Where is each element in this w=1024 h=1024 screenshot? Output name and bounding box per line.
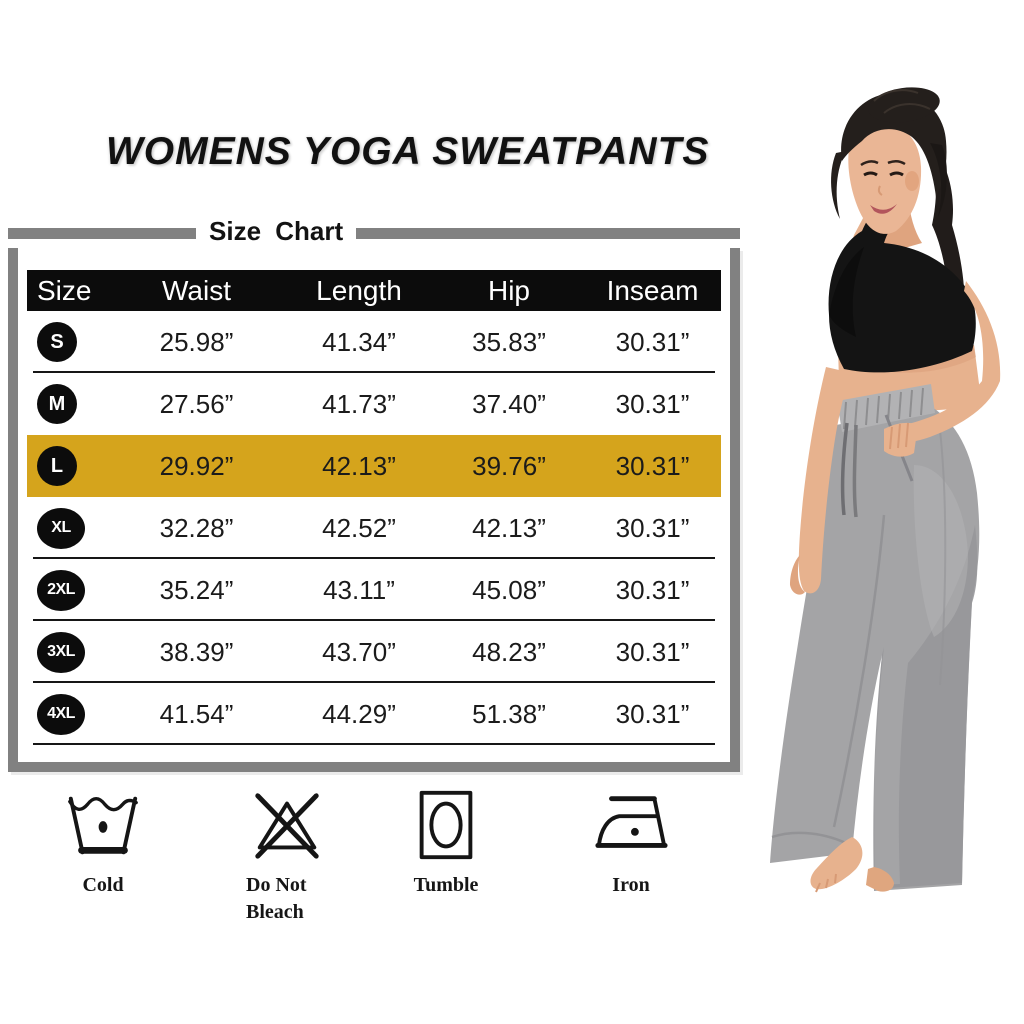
table-row-2xl: 2XL 35.24” 43.11” 45.08” 30.31” [27, 559, 721, 621]
cell-hip: 45.08” [472, 574, 546, 605]
cell-length: 43.11” [323, 574, 395, 605]
column-header-length: Length [316, 275, 402, 306]
cell-inseam: 30.31” [615, 326, 690, 357]
cell-waist: 35.24” [159, 574, 234, 605]
page-title: WOMENS YOGA SWEATPANTS [106, 130, 710, 173]
size-badge: M [37, 384, 77, 424]
size-badge: XL [37, 507, 85, 549]
do-not-bleach-icon [255, 793, 319, 859]
care-item-cold: Cold [48, 786, 158, 899]
wash-cold-icon [68, 796, 138, 855]
cell-hip: 35.83” [472, 326, 546, 357]
size-chart-legend-row: Size Chart [8, 215, 740, 248]
cell-waist: 32.28” [159, 512, 234, 543]
cell-size: M [27, 384, 109, 424]
legend-right-bar [356, 227, 740, 239]
cell-length: 42.13” [322, 450, 396, 481]
care-item-iron: Iron [566, 786, 696, 899]
size-badge: S [37, 322, 77, 362]
cell-inseam: 30.31” [615, 450, 690, 481]
care-label: Do Not Bleach [246, 874, 307, 923]
size-chart-frame: Size Chart Size Waist Length Hip Inseam … [8, 215, 740, 772]
cell-size: S [27, 322, 109, 362]
iron-icon [595, 796, 668, 848]
cell-size: 2XL [27, 569, 109, 611]
cell-waist: 41.54” [159, 698, 234, 729]
cell-size: L [27, 446, 109, 486]
cell-inseam: 30.31” [615, 574, 690, 605]
table-body: S 25.98” 41.34” 35.83” 30.31” M 27.56” 41.73” 37… [27, 311, 721, 745]
tumble-dry-icon [419, 790, 473, 860]
cell-waist: 38.39” [159, 636, 234, 667]
cell-inseam: 30.31” [615, 388, 690, 419]
size-chart-title: Size Chart [209, 215, 344, 246]
table-row-l: L 29.92” 42.13” 39.76” 30.31” [27, 435, 721, 497]
cell-size: 3XL [27, 631, 109, 673]
size-chart-table: Size Waist Length Hip Inseam S 25.98” 41.3… [8, 248, 740, 772]
column-header-waist: Waist [162, 275, 231, 306]
cell-length: 41.73” [322, 388, 396, 419]
care-item-do-not-bleach: Do Not Bleach [212, 786, 362, 926]
cell-hip: 51.38” [472, 698, 546, 729]
size-badge: 4XL [37, 693, 85, 735]
table-row-m: M 27.56” 41.73” 37.40” 30.31” [27, 373, 721, 435]
table-row-xl: XL 32.28” 42.52” 42.13” 30.31” [27, 497, 721, 559]
cell-length: 43.70” [322, 636, 396, 667]
cell-hip: 42.13” [472, 512, 546, 543]
column-header-inseam: Inseam [606, 275, 699, 306]
cell-hip: 48.23” [472, 636, 546, 667]
cell-size: 4XL [27, 693, 109, 735]
cell-waist: 29.92” [159, 450, 234, 481]
cell-size: XL [27, 507, 109, 549]
cell-length: 41.34” [322, 326, 396, 357]
cell-inseam: 30.31” [615, 512, 690, 543]
table-row-4xl: 4XL 41.54” 44.29” 51.38” 30.31” [27, 683, 721, 745]
table-row-3xl: 3XL 38.39” 43.70” 48.23” 30.31” [27, 621, 721, 683]
care-label: Cold [82, 874, 124, 896]
cell-length: 44.29” [322, 698, 396, 729]
legend-left-bar [8, 227, 196, 239]
cell-waist: 27.56” [159, 388, 234, 419]
cell-inseam: 30.31” [615, 636, 690, 667]
care-label: Tumble [413, 874, 479, 896]
care-item-tumble: Tumble [386, 786, 506, 899]
care-label: Iron [612, 874, 650, 896]
column-header-hip: Hip [487, 275, 530, 306]
cell-hip: 39.76” [472, 450, 546, 481]
size-badge: L [37, 446, 77, 486]
cell-waist: 25.98” [159, 326, 234, 357]
cell-hip: 37.40” [472, 388, 546, 419]
cell-inseam: 30.31” [615, 698, 690, 729]
size-badge: 3XL [37, 631, 85, 673]
column-header-size: Size [37, 275, 92, 306]
cell-length: 42.52” [322, 512, 396, 543]
size-badge: 2XL [37, 569, 85, 611]
table-header-row: Size Waist Length Hip Inseam [27, 270, 721, 311]
table-row-s: S 25.98” 41.34” 35.83” 30.31” [27, 311, 721, 373]
care-instructions: Cold Do Not Bleach Tumble [0, 786, 740, 936]
model-photo [770, 87, 1001, 893]
